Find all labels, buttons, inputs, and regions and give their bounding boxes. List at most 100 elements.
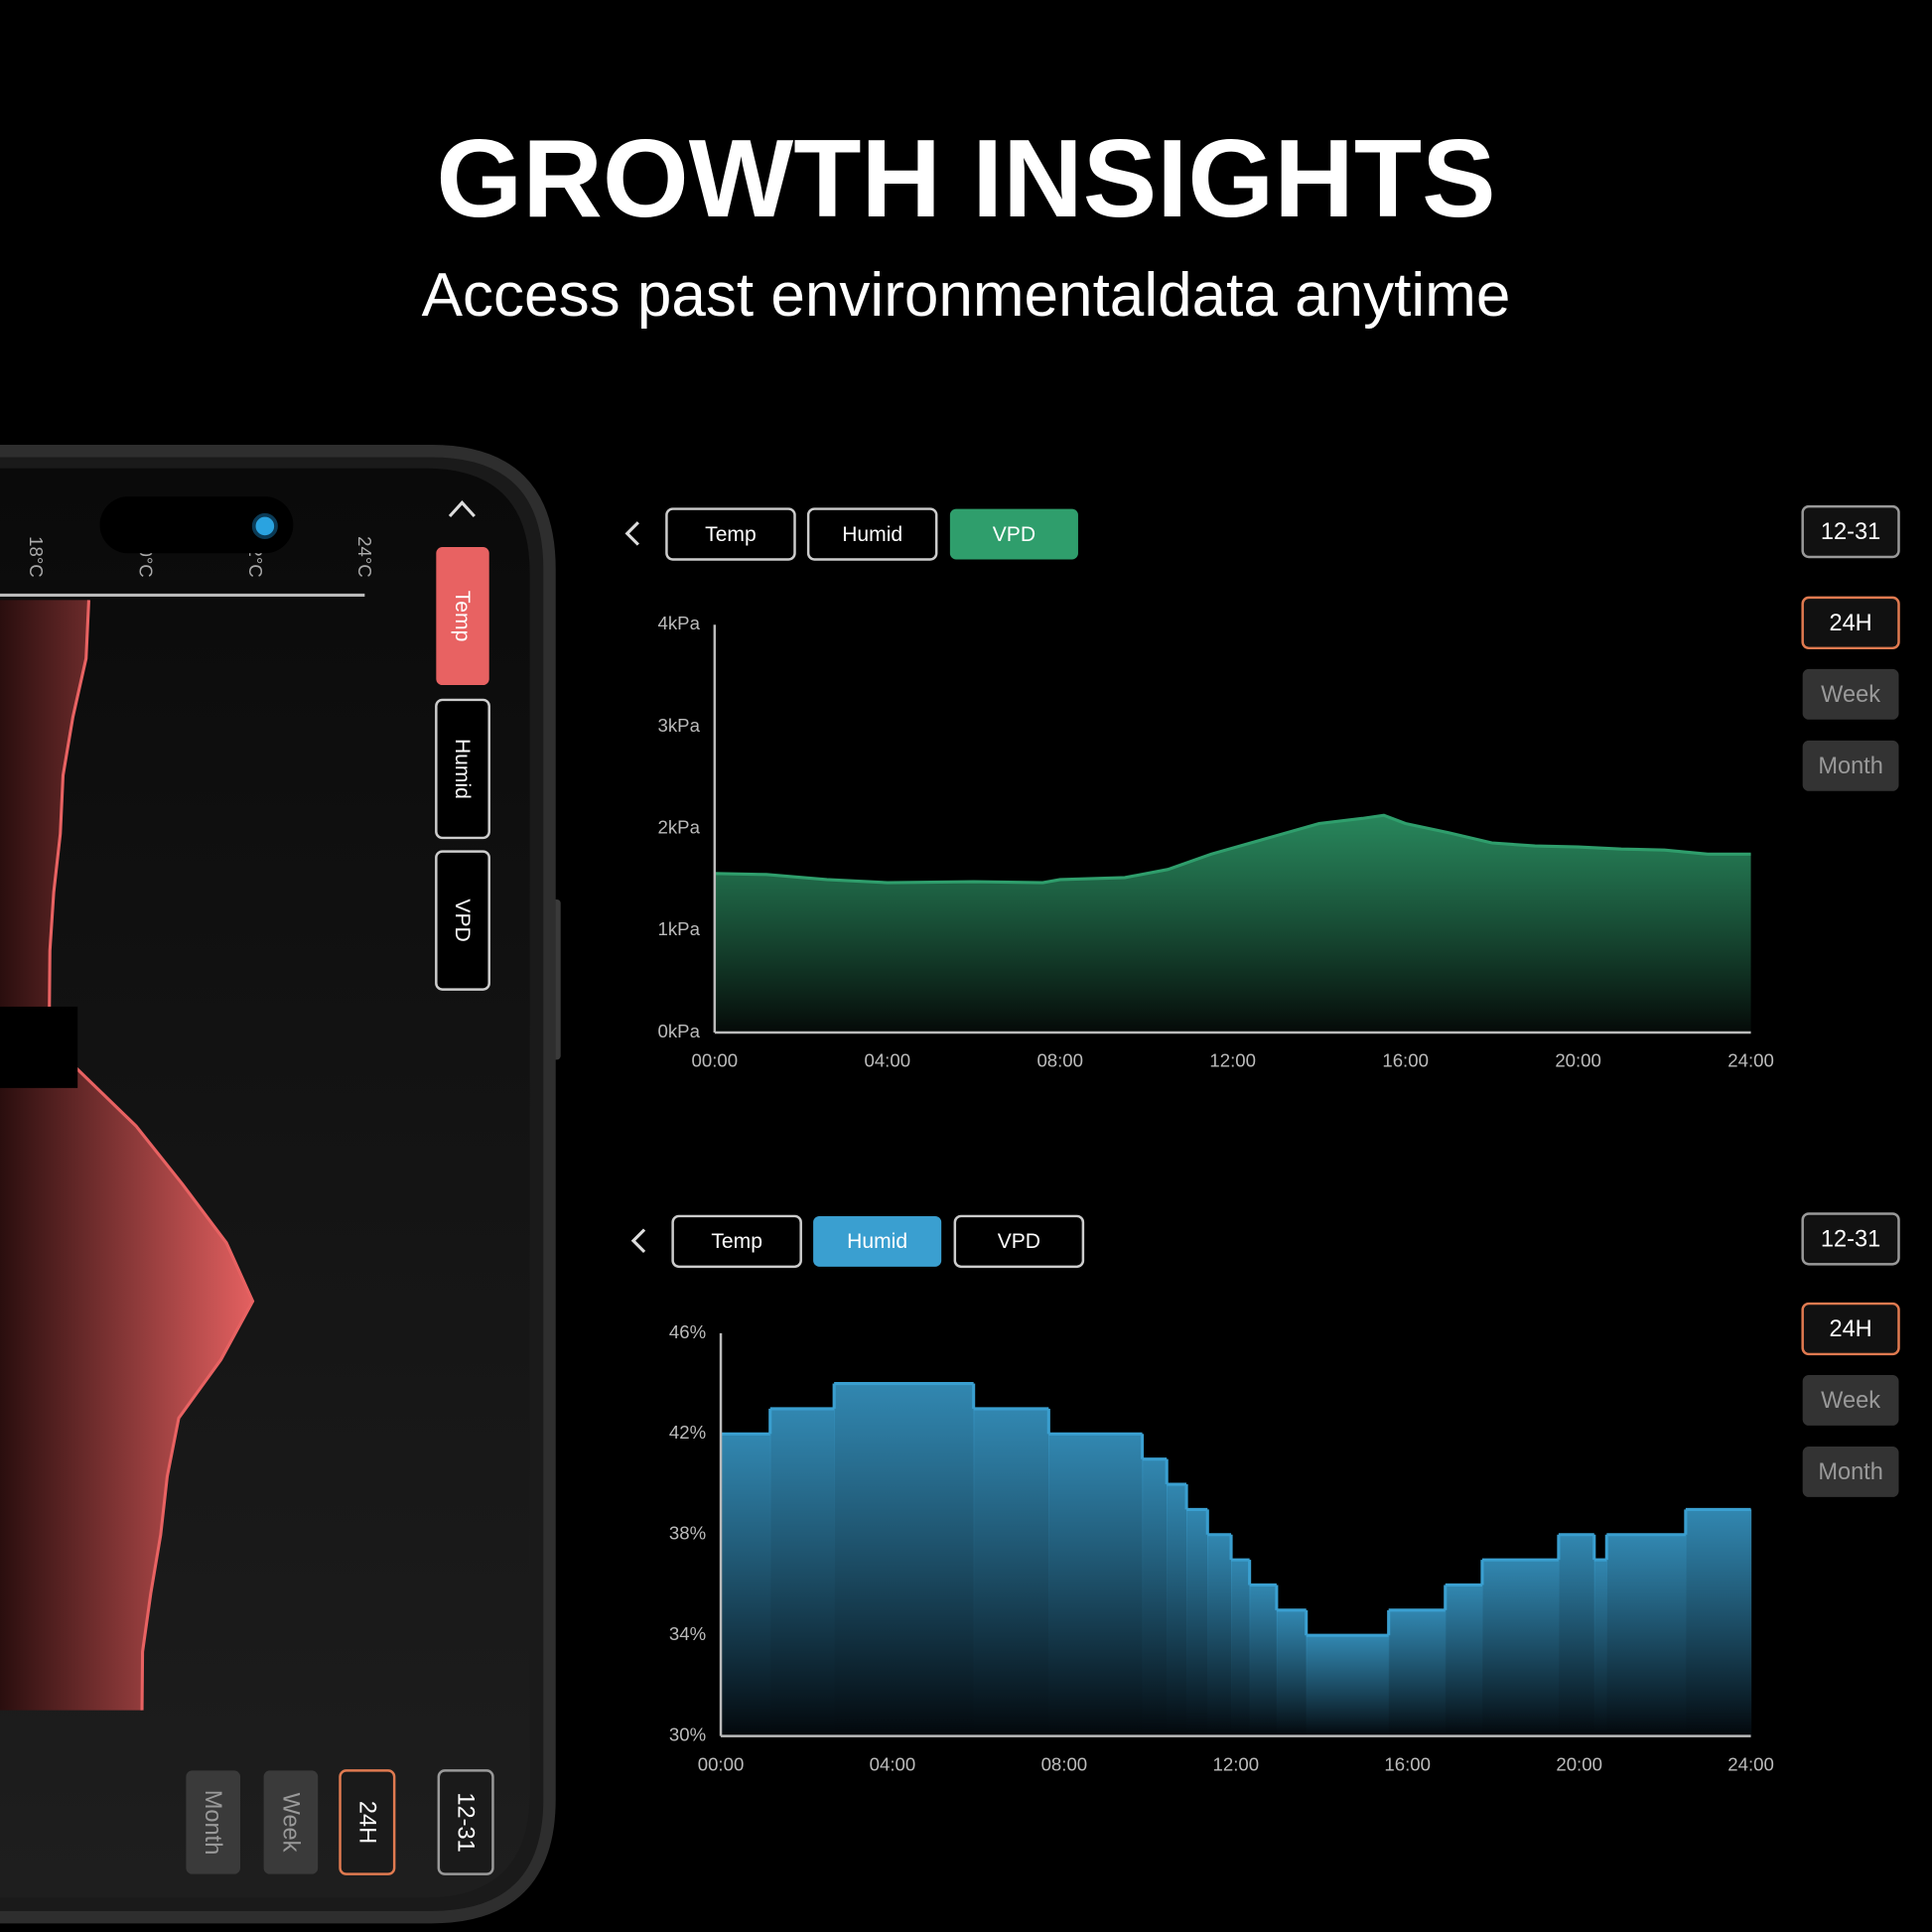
button[interactable]: 24H — [1801, 596, 1900, 650]
button[interactable]: Month — [1802, 1447, 1899, 1497]
button-frame[interactable] — [435, 850, 490, 991]
step-area — [834, 1383, 975, 1736]
chevron-up — [448, 500, 476, 518]
button-frame[interactable] — [1802, 668, 1899, 720]
step-area — [1048, 1434, 1144, 1736]
button[interactable]: 12-31 — [437, 1769, 494, 1875]
y-tick-label: 2kPa — [658, 817, 701, 838]
button-label[interactable]: 24H — [1829, 1315, 1871, 1341]
back-chevron[interactable] — [630, 1228, 646, 1254]
button[interactable]: Temp — [665, 507, 796, 561]
button-label[interactable]: VPD — [998, 1230, 1040, 1253]
button-frame[interactable] — [436, 547, 489, 686]
tick-label: 24°C — [354, 536, 375, 578]
step-area — [1606, 1534, 1687, 1736]
button-frame[interactable] — [1802, 1375, 1899, 1426]
step-area — [1231, 1560, 1251, 1736]
button[interactable]: Humid — [435, 698, 490, 840]
button-label[interactable]: Week — [1821, 681, 1880, 707]
step-area — [1207, 1534, 1232, 1736]
button-label[interactable]: VPD — [993, 523, 1035, 546]
step-area — [721, 1434, 771, 1736]
title: GROWTH INSIGHTS — [436, 116, 1495, 240]
y-tick-label: 3kPa — [658, 715, 701, 736]
button-frame[interactable] — [665, 507, 796, 561]
x-tick-label: 20:00 — [1555, 1050, 1601, 1071]
button-frame[interactable] — [437, 1769, 494, 1875]
button-frame[interactable] — [806, 507, 938, 561]
button-label[interactable]: 12-31 — [454, 1792, 480, 1852]
button-frame[interactable] — [1802, 740, 1899, 791]
button-frame[interactable] — [435, 698, 490, 840]
button-frame[interactable] — [263, 1770, 319, 1874]
button[interactable]: Temp — [436, 547, 489, 686]
button[interactable]: Week — [263, 1770, 319, 1874]
button-label[interactable]: VPD — [451, 898, 474, 941]
temp-line — [48, 600, 255, 1711]
button[interactable]: VPD — [435, 850, 490, 991]
button-label[interactable]: 24H — [1829, 610, 1871, 635]
button-frame[interactable] — [186, 1770, 241, 1874]
button-label[interactable]: 12-31 — [1821, 518, 1880, 544]
step-area — [1685, 1509, 1752, 1736]
button[interactable]: Week — [1802, 1375, 1899, 1426]
button-frame[interactable] — [1801, 504, 1900, 559]
step-area — [1306, 1635, 1390, 1736]
button-label[interactable]: Temp — [451, 591, 474, 642]
button-label[interactable]: Month — [1818, 1458, 1883, 1484]
button-frame[interactable] — [1801, 1212, 1900, 1266]
button[interactable]: VPD — [949, 508, 1078, 560]
button-frame[interactable] — [1801, 1302, 1900, 1356]
y-tick-label: 42% — [669, 1422, 706, 1443]
button-label[interactable]: Week — [278, 1793, 304, 1853]
button-label[interactable]: Week — [1821, 1387, 1880, 1413]
button-label[interactable]: Humid — [842, 523, 902, 546]
x-tick-label: 04:00 — [870, 1753, 916, 1774]
x-tick-label: 00:00 — [692, 1050, 739, 1071]
button[interactable]: Humid — [813, 1215, 942, 1267]
y-tick-label: 38% — [669, 1523, 706, 1544]
button[interactable]: Week — [1802, 668, 1899, 720]
button-label[interactable]: Month — [201, 1790, 226, 1856]
button-frame[interactable] — [949, 508, 1078, 560]
step-area — [1481, 1560, 1560, 1736]
button[interactable]: Temp — [671, 1214, 802, 1269]
button-label[interactable]: 12-31 — [1821, 1225, 1880, 1251]
button-frame[interactable] — [671, 1214, 802, 1269]
button-frame[interactable] — [813, 1215, 942, 1267]
step-area — [769, 1408, 835, 1736]
camera-pill — [99, 496, 294, 554]
y-tick-label: 46% — [669, 1321, 706, 1342]
button[interactable]: Humid — [806, 507, 938, 561]
x-tick-label: 00:00 — [698, 1753, 745, 1774]
button-frame[interactable] — [1802, 1447, 1899, 1497]
button-label[interactable]: Humid — [451, 739, 474, 799]
button-label[interactable]: Temp — [705, 523, 757, 546]
back-chevron[interactable] — [624, 521, 639, 546]
step-area — [1142, 1458, 1168, 1736]
x-tick-label: 16:00 — [1382, 1050, 1429, 1071]
button[interactable]: Month — [186, 1770, 241, 1874]
button-label[interactable]: Month — [1818, 753, 1883, 778]
button-frame[interactable] — [339, 1769, 396, 1875]
button[interactable]: Month — [1802, 740, 1899, 791]
button-label[interactable]: Temp — [711, 1230, 762, 1253]
button-frame[interactable] — [953, 1214, 1085, 1269]
button-label[interactable]: 24H — [354, 1801, 380, 1844]
button[interactable]: 12-31 — [1801, 1212, 1900, 1266]
step-area — [1167, 1484, 1187, 1736]
y-tick-label: 0kPa — [658, 1021, 701, 1041]
button[interactable]: 24H — [339, 1769, 396, 1875]
button[interactable]: 12-31 — [1801, 504, 1900, 559]
button-frame[interactable] — [1801, 596, 1900, 650]
button[interactable]: 24H — [1801, 1302, 1900, 1356]
occluding-panel — [0, 1006, 78, 1088]
x-tick-label: 16:00 — [1384, 1753, 1431, 1774]
step-area — [1249, 1585, 1278, 1736]
button[interactable]: VPD — [953, 1214, 1085, 1269]
tick-label: 18°C — [26, 536, 47, 578]
button-label[interactable]: Humid — [847, 1230, 907, 1253]
step-area — [973, 1408, 1049, 1736]
